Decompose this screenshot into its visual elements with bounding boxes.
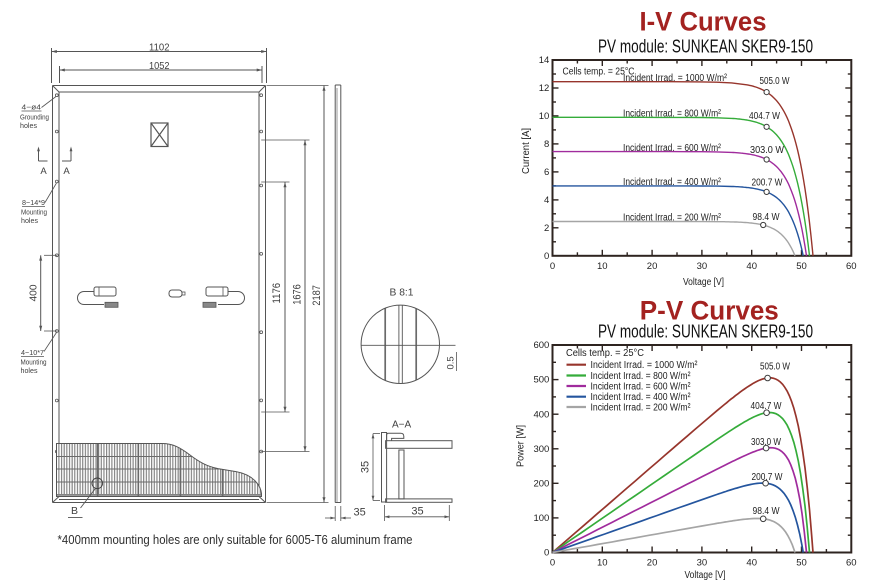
svg-text:Cells temp. = 25°C: Cells temp. = 25°C <box>563 67 635 78</box>
svg-text:505.0 W: 505.0 W <box>760 362 790 373</box>
svg-text:Incident Irrad. = 800 W/m²: Incident Irrad. = 800 W/m² <box>623 109 722 120</box>
svg-text:2: 2 <box>544 223 549 234</box>
svg-text:20: 20 <box>647 261 658 272</box>
svg-text:*400mm mounting holes are only: *400mm mounting holes are only suitable … <box>58 533 413 547</box>
svg-text:Current [A]: Current [A] <box>521 128 532 174</box>
svg-text:I-V Curves: I-V Curves <box>640 6 767 36</box>
svg-text:holes: holes <box>21 366 38 375</box>
svg-text:P-V Curves: P-V Curves <box>640 295 779 325</box>
svg-text:40: 40 <box>746 261 757 272</box>
svg-text:1052: 1052 <box>149 60 170 72</box>
svg-text:0: 0 <box>550 558 555 569</box>
svg-text:holes: holes <box>20 121 37 130</box>
svg-text:B 8:1: B 8:1 <box>390 287 414 299</box>
svg-text:505.0 W: 505.0 W <box>760 76 790 87</box>
svg-text:60: 60 <box>846 261 857 272</box>
svg-text:PV module: SUNKEAN SKER9-150: PV module: SUNKEAN SKER9-150 <box>598 36 813 56</box>
svg-text:20: 20 <box>647 558 658 569</box>
svg-text:500: 500 <box>533 375 549 386</box>
svg-text:35: 35 <box>354 507 366 519</box>
svg-text:Voltage [V]: Voltage [V] <box>683 277 724 288</box>
svg-text:Incident Irrad. = 200 W/m²: Incident Irrad. = 200 W/m² <box>623 213 722 224</box>
svg-text:4−10*7: 4−10*7 <box>21 348 44 357</box>
svg-text:98.4 W: 98.4 W <box>753 506 780 517</box>
svg-text:Incident Irrad. = 400 W/m²: Incident Irrad. = 400 W/m² <box>623 177 722 188</box>
svg-text:6: 6 <box>544 167 549 178</box>
svg-text:A−A: A−A <box>392 420 412 431</box>
svg-text:Power [W]: Power [W] <box>516 425 527 467</box>
svg-text:30: 30 <box>697 261 708 272</box>
svg-text:400: 400 <box>28 284 40 301</box>
svg-text:60: 60 <box>846 558 857 569</box>
svg-text:4: 4 <box>544 195 549 206</box>
svg-text:0.5: 0.5 <box>446 356 457 369</box>
svg-text:Cells temp. = 25°C: Cells temp. = 25°C <box>566 348 644 359</box>
svg-text:50: 50 <box>796 558 807 569</box>
svg-text:100: 100 <box>533 513 549 524</box>
svg-text:Voltage [V]: Voltage [V] <box>685 570 726 581</box>
svg-text:1676: 1676 <box>292 284 304 305</box>
svg-text:holes: holes <box>21 216 38 225</box>
svg-text:Incident Irrad. = 600 W/m²: Incident Irrad. = 600 W/m² <box>623 143 722 154</box>
svg-text:35: 35 <box>411 506 423 518</box>
svg-text:1176: 1176 <box>271 283 283 304</box>
svg-text:200: 200 <box>533 478 549 489</box>
svg-text:A: A <box>40 166 47 177</box>
svg-text:2187: 2187 <box>311 285 323 306</box>
svg-text:10: 10 <box>539 111 550 122</box>
svg-text:8: 8 <box>544 139 549 150</box>
svg-text:Incident Irrad. = 800 W/m²: Incident Irrad. = 800 W/m² <box>591 371 692 382</box>
svg-text:Incident Irrad. = 400 W/m²: Incident Irrad. = 400 W/m² <box>591 392 692 403</box>
svg-text:10: 10 <box>597 558 608 569</box>
svg-text:4−ø4: 4−ø4 <box>22 103 42 112</box>
svg-text:Incident Irrad. = 1000 W/m²: Incident Irrad. = 1000 W/m² <box>591 360 699 371</box>
svg-text:Mounting: Mounting <box>21 208 47 217</box>
svg-text:B: B <box>71 505 78 517</box>
svg-text:200.7 W: 200.7 W <box>752 177 783 188</box>
svg-text:Incident Irrad. = 200 W/m²: Incident Irrad. = 200 W/m² <box>591 402 692 413</box>
svg-text:30: 30 <box>697 558 708 569</box>
svg-text:300: 300 <box>533 444 549 455</box>
svg-text:200.7 W: 200.7 W <box>752 472 783 483</box>
svg-text:303.0 W: 303.0 W <box>751 437 781 448</box>
svg-text:404.7 W: 404.7 W <box>749 111 780 122</box>
svg-text:400: 400 <box>533 409 549 420</box>
svg-text:50: 50 <box>796 261 807 272</box>
svg-text:Incident Irrad. = 600 W/m²: Incident Irrad. = 600 W/m² <box>591 381 692 392</box>
svg-text:12: 12 <box>539 83 550 94</box>
svg-text:10: 10 <box>597 261 608 272</box>
svg-text:600: 600 <box>533 340 549 351</box>
svg-text:Incident Irrad. = 1000 W/m²: Incident Irrad. = 1000 W/m² <box>623 73 728 84</box>
svg-text:0: 0 <box>544 251 549 262</box>
svg-text:14: 14 <box>539 55 550 66</box>
svg-text:A: A <box>63 166 70 177</box>
svg-text:404.7 W: 404.7 W <box>751 401 782 412</box>
svg-text:Mounting: Mounting <box>21 358 47 367</box>
svg-text:8−14*9: 8−14*9 <box>22 198 45 207</box>
svg-text:98.4 W: 98.4 W <box>753 212 780 223</box>
svg-text:303.0 W: 303.0 W <box>750 145 785 156</box>
svg-text:PV module: SUNKEAN SKER9-150: PV module: SUNKEAN SKER9-150 <box>598 321 813 341</box>
svg-text:1102: 1102 <box>149 41 170 53</box>
svg-text:40: 40 <box>746 558 757 569</box>
svg-text:0: 0 <box>544 548 549 559</box>
svg-text:0: 0 <box>550 261 555 272</box>
svg-text:35: 35 <box>360 461 372 473</box>
svg-text:Grounding: Grounding <box>20 113 49 122</box>
